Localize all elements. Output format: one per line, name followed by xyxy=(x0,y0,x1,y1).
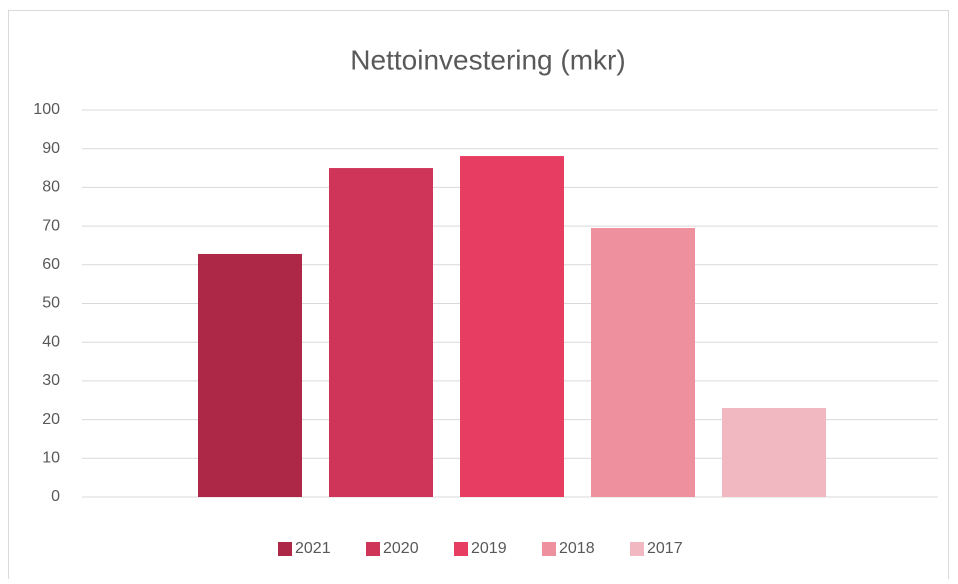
legend-swatch xyxy=(454,542,468,556)
y-tick-label: 20 xyxy=(42,411,60,428)
chart-title: Nettoinvestering (mkr) xyxy=(350,44,625,75)
y-tick-label: 40 xyxy=(42,333,60,350)
y-tick-label: 60 xyxy=(42,256,60,273)
y-tick-label: 0 xyxy=(51,488,60,505)
y-tick-label: 80 xyxy=(42,179,60,196)
legend-swatch xyxy=(366,542,380,556)
bar xyxy=(722,407,826,497)
legend-label: 2021 xyxy=(295,540,331,557)
y-tick-label: 70 xyxy=(42,217,60,234)
bar xyxy=(198,253,302,497)
y-tick-label: 50 xyxy=(42,295,60,312)
legend-label: 2018 xyxy=(559,540,595,557)
bar xyxy=(460,156,564,498)
legend-label: 2019 xyxy=(471,540,507,557)
legend-label: 2017 xyxy=(647,540,683,557)
y-tick-label: 30 xyxy=(42,372,60,389)
y-tick-label: 10 xyxy=(42,450,60,467)
legend-label: 2020 xyxy=(383,540,419,557)
bar xyxy=(591,228,695,497)
legend-swatch xyxy=(542,542,556,556)
y-tick-label: 100 xyxy=(33,101,60,118)
bar xyxy=(329,168,433,498)
y-tick-label: 90 xyxy=(42,140,60,157)
legend-swatch xyxy=(630,542,644,556)
legend-swatch xyxy=(278,542,292,556)
